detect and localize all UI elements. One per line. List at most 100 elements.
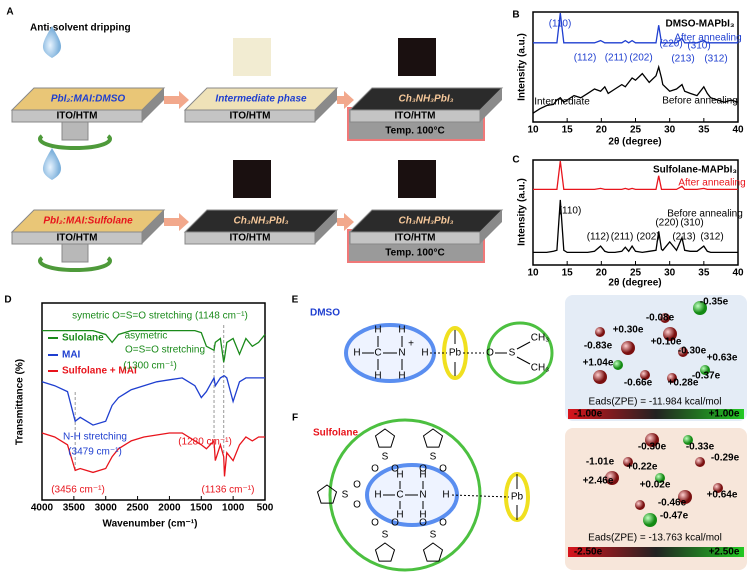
series-label: Before annealing (662, 96, 738, 107)
y-axis-label: Transmittance (%) (15, 359, 26, 445)
substrate (184, 231, 316, 245)
charge-label: -0.35e (700, 297, 729, 308)
spectrum-line (533, 199, 738, 254)
charge-label: -0.29e (711, 453, 740, 464)
panel-label: B (512, 10, 519, 21)
atom-label: N (419, 490, 426, 501)
x-tick-label: 25 (630, 125, 642, 136)
charge-label: -0.47e (660, 511, 689, 522)
charge-label: +0.22e (627, 462, 658, 473)
y-axis-label: Intensity (a.u.) (517, 33, 528, 101)
x-tick-label: 40 (732, 268, 744, 279)
x-tick-label: 3500 (63, 503, 86, 514)
atom-ball (713, 483, 723, 493)
droplet (42, 148, 62, 180)
x-tick-label: 25 (630, 268, 642, 279)
annotation: (213) (671, 54, 694, 65)
scale-label: -1.00e (574, 409, 603, 420)
atom-ball (663, 327, 677, 341)
x-axis-label: Wavenumber (cm⁻¹) (103, 519, 198, 530)
series-label: Before annealing (667, 209, 743, 220)
x-tick-label: 4000 (31, 503, 54, 514)
film-label: Ch₃NH₃PbI₃ (399, 216, 454, 227)
substrate (349, 109, 481, 123)
annotation: N-H stretching (63, 432, 127, 443)
charge-label: -1.01e (586, 457, 615, 468)
atom-label: O (371, 518, 379, 529)
interaction (451, 494, 510, 498)
energy-label: Eads(ZPE) = -13.763 kcal/mol (588, 533, 722, 544)
x-tick-label: 30 (664, 268, 676, 279)
x-tick-label: 15 (562, 125, 574, 136)
legend-label: Sulolane (62, 333, 104, 344)
spectrum-line (532, 64, 739, 114)
bond (516, 356, 531, 365)
y-axis-label: Intensity (a.u.) (517, 178, 528, 246)
spectrum-line (41, 375, 265, 426)
atom-label: H (374, 371, 381, 382)
x-tick-label: 40 (732, 125, 744, 136)
charge-label: +0.02e (640, 480, 671, 491)
annotation: (213) (672, 232, 695, 243)
x-tick-label: 35 (698, 125, 710, 136)
panel-title: DMSO (310, 308, 340, 319)
annotation: (112) (574, 53, 597, 64)
scale-label: +2.50e (709, 547, 740, 558)
atom-label: S (509, 348, 516, 359)
process-arrow (337, 91, 354, 109)
sulfolane-ring (422, 428, 444, 448)
atom-label: C (374, 348, 381, 359)
charge-label: -0.66e (624, 378, 653, 389)
atom-label: H (419, 470, 426, 481)
substrate-label: ITO/HTM (230, 111, 271, 122)
substrate-label: ITO/HTM (57, 111, 98, 122)
annotation: (202) (636, 232, 659, 243)
annotation: (1300 cm⁻¹) (123, 361, 177, 372)
substrate-side (142, 88, 164, 122)
atom-label: H (421, 348, 428, 359)
solvent-ring (486, 321, 554, 385)
atom-label: S (430, 530, 437, 541)
substrate (349, 231, 481, 245)
atom-label: CH₃ (531, 363, 550, 374)
color-bar (568, 547, 744, 557)
atom-label: O (439, 518, 447, 529)
charge-label: -0.08e (646, 313, 675, 324)
charge-label: -0.30e (678, 346, 707, 357)
spectrum-line (533, 161, 738, 191)
annotation: asymetric (125, 331, 168, 342)
process-arrow (164, 213, 189, 231)
atom-label: H (442, 490, 449, 501)
x-tick-label: 35 (698, 268, 710, 279)
charge-label: -0.37e (692, 371, 721, 382)
substrate-side (480, 88, 502, 122)
annotation: (112) (587, 232, 610, 243)
atom-label: H (396, 470, 403, 481)
substrate-label: ITO/HTM (395, 111, 436, 122)
charge-label: +2.46e (583, 476, 614, 487)
series-label: After annealing (674, 33, 741, 44)
atom-label: H (398, 371, 405, 382)
substrate-label: ITO/HTM (57, 233, 98, 244)
film-label: PbI₂:MAI:Sulfolane (43, 216, 133, 227)
panel-label: E (292, 295, 299, 306)
atom-label: H (374, 490, 381, 501)
atom-ball (640, 370, 650, 380)
sulfolane-ring (422, 542, 444, 562)
film-label: Ch₃NH₃PbI₃ (234, 216, 289, 227)
spin-arrow (38, 256, 112, 272)
annotation: (312) (700, 232, 723, 243)
annotation: (3456 cm⁻¹) (51, 485, 105, 496)
charge-label: +1.04e (583, 358, 614, 369)
atom-label: O (391, 518, 399, 529)
x-tick-label: 10 (527, 268, 539, 279)
spin-chuck (61, 121, 89, 141)
atom-ball (660, 313, 670, 323)
annotation: (211) (611, 232, 634, 243)
atom-ball (683, 435, 693, 445)
atom-ball (655, 473, 665, 483)
x-tick-label: 20 (596, 125, 608, 136)
sulfolane-ring (316, 484, 338, 504)
atom-label: O (419, 464, 427, 475)
